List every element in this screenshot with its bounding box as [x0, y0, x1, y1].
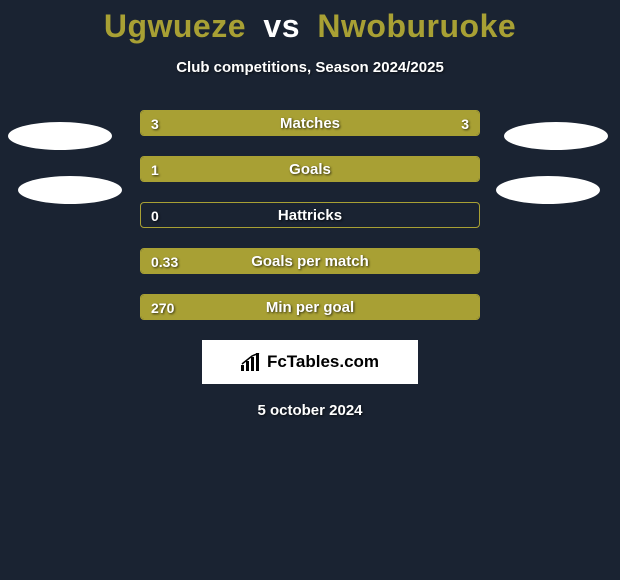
stat-bar: 33Matches	[140, 110, 480, 136]
stat-value-left: 0	[151, 203, 159, 229]
vs-text: vs	[263, 8, 300, 44]
stat-bar: 0.33Goals per match	[140, 248, 480, 274]
subtitle: Club competitions, Season 2024/2025	[0, 59, 620, 76]
stat-value-left: 3	[151, 111, 159, 137]
stat-value-left: 0.33	[151, 249, 178, 275]
chart-icon	[241, 353, 263, 371]
stat-value-left: 1	[151, 157, 159, 183]
decorative-ellipse	[18, 176, 122, 204]
player1-name: Ugwueze	[104, 8, 246, 44]
stat-value-left: 270	[151, 295, 174, 321]
source-logo: FcTables.com	[202, 340, 418, 384]
stat-value-right: 3	[461, 111, 469, 137]
footer-date: 5 october 2024	[0, 402, 620, 419]
stat-bar: 1Goals	[140, 156, 480, 182]
comparison-title: Ugwueze vs Nwoburuoke	[0, 0, 620, 45]
logo-text: FcTables.com	[241, 352, 379, 372]
bar-left-fill	[141, 157, 479, 181]
bar-left-fill	[141, 111, 310, 135]
decorative-ellipse	[8, 122, 112, 150]
player2-name: Nwoburuoke	[317, 8, 516, 44]
stat-bar: 270Min per goal	[140, 294, 480, 320]
bar-left-fill	[141, 295, 479, 319]
logo-label: FcTables.com	[267, 352, 379, 372]
stat-row: 0Hattricks	[0, 202, 620, 228]
stat-row: 270Min per goal	[0, 294, 620, 320]
bar-right-fill	[310, 111, 479, 135]
bar-left-fill	[141, 249, 479, 273]
stat-label: Hattricks	[141, 203, 479, 229]
decorative-ellipse	[496, 176, 600, 204]
decorative-ellipse	[504, 122, 608, 150]
stat-row: 0.33Goals per match	[0, 248, 620, 274]
stat-bar: 0Hattricks	[140, 202, 480, 228]
